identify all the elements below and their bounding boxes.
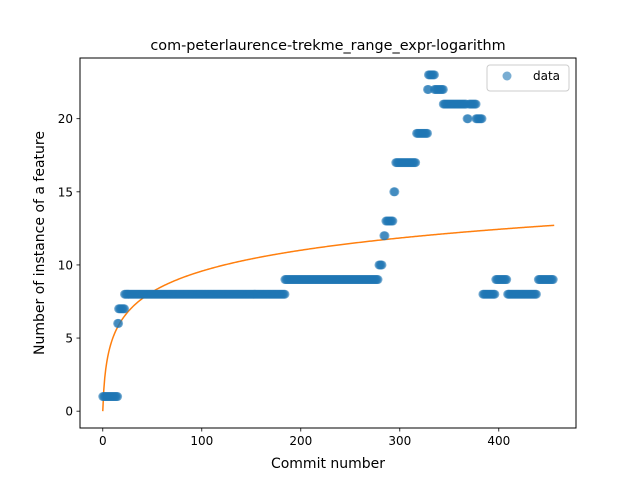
legend-label-data: data: [533, 69, 560, 83]
data-point: [113, 392, 123, 402]
legend-box: [486, 64, 570, 92]
y-axis-label: Number of instance of a feature: [32, 131, 48, 355]
y-tick-label: 5: [65, 332, 73, 346]
data-point: [531, 289, 541, 299]
data-point: [388, 216, 398, 226]
data-point: [380, 231, 390, 241]
data-point: [390, 187, 400, 197]
fit-curve-layer: [102, 224, 555, 412]
data-point: [477, 114, 487, 124]
data-point: [377, 260, 387, 270]
data-point: [548, 275, 558, 285]
x-axis-ticks: 0 100 200 300 400: [99, 428, 510, 448]
data-point: [120, 304, 130, 314]
x-tick-label: 400: [487, 434, 510, 448]
data-points-layer: [98, 70, 558, 402]
y-tick-label: 10: [58, 258, 73, 272]
data-point: [429, 70, 439, 80]
data-point: [438, 84, 448, 94]
legend: data: [486, 64, 570, 92]
x-axis-label: Commit number: [271, 456, 385, 472]
y-tick-label: 0: [65, 405, 73, 419]
data-point: [502, 275, 512, 285]
data-point: [471, 99, 481, 109]
data-point: [373, 275, 383, 285]
data-point: [411, 158, 421, 168]
data-point: [114, 318, 124, 328]
legend-marker-data: [502, 71, 512, 81]
plot-area: [98, 70, 558, 412]
data-point: [463, 114, 473, 124]
y-axis-ticks: 0 5 10 15 20: [58, 112, 80, 419]
fit-curve: [102, 224, 555, 412]
axes-frame: [79, 57, 577, 429]
x-tick-label: 300: [388, 434, 411, 448]
x-tick-label: 100: [190, 434, 213, 448]
y-tick-label: 20: [58, 112, 73, 126]
x-tick-label: 0: [99, 434, 107, 448]
data-point: [490, 289, 500, 299]
y-tick-label: 15: [58, 185, 73, 199]
data-point: [423, 128, 432, 138]
chart-title: com-peterlaurence-trekme_range_expr-loga…: [150, 38, 505, 54]
x-tick-label: 200: [289, 434, 312, 448]
data-point: [280, 289, 290, 299]
